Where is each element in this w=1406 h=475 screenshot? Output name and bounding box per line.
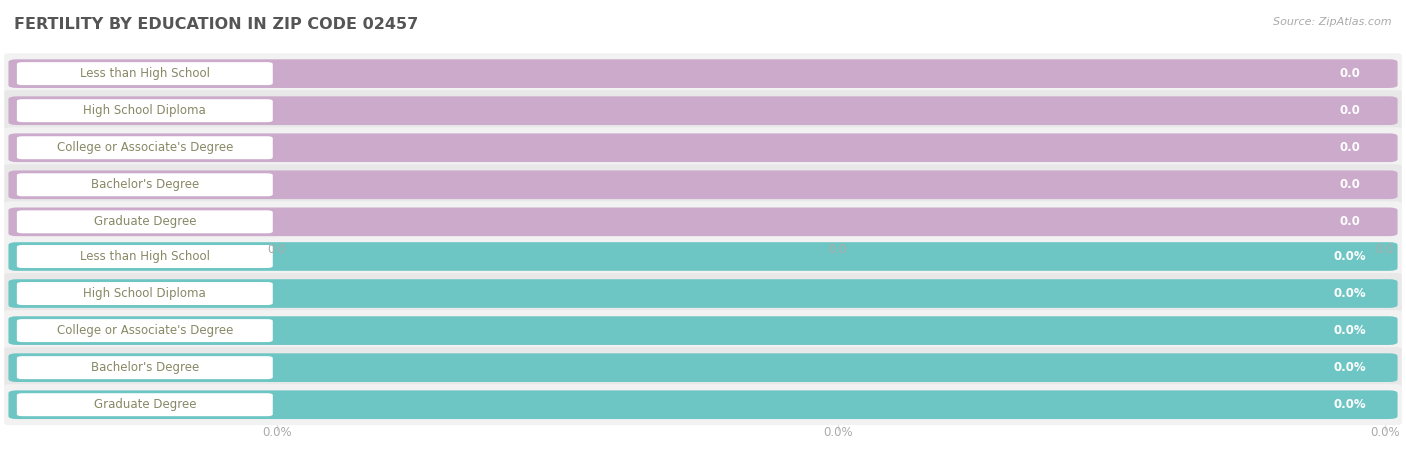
Text: High School Diploma: High School Diploma <box>83 287 207 300</box>
FancyBboxPatch shape <box>4 273 1402 314</box>
FancyBboxPatch shape <box>8 353 1398 382</box>
FancyBboxPatch shape <box>17 356 273 379</box>
Text: FERTILITY BY EDUCATION IN ZIP CODE 02457: FERTILITY BY EDUCATION IN ZIP CODE 02457 <box>14 17 419 32</box>
FancyBboxPatch shape <box>17 136 273 159</box>
FancyBboxPatch shape <box>8 208 1398 236</box>
Text: Graduate Degree: Graduate Degree <box>94 215 195 228</box>
Text: 0.0%: 0.0% <box>1333 250 1367 263</box>
FancyBboxPatch shape <box>1312 100 1388 122</box>
FancyBboxPatch shape <box>4 236 1402 277</box>
FancyBboxPatch shape <box>8 279 1398 308</box>
FancyBboxPatch shape <box>8 316 1398 345</box>
FancyBboxPatch shape <box>1312 63 1388 85</box>
FancyBboxPatch shape <box>4 201 1402 242</box>
FancyBboxPatch shape <box>8 171 1398 199</box>
FancyBboxPatch shape <box>17 210 273 233</box>
Text: 0.0: 0.0 <box>828 243 848 256</box>
Text: 0.0%: 0.0% <box>1333 398 1367 411</box>
Text: 0.0: 0.0 <box>1340 67 1360 80</box>
FancyBboxPatch shape <box>1312 357 1388 379</box>
FancyBboxPatch shape <box>4 164 1402 205</box>
Text: 0.0%: 0.0% <box>1333 287 1367 300</box>
Text: 0.0: 0.0 <box>267 243 287 256</box>
Text: High School Diploma: High School Diploma <box>83 104 207 117</box>
FancyBboxPatch shape <box>8 242 1398 271</box>
Text: Less than High School: Less than High School <box>80 67 209 80</box>
Text: 0.0: 0.0 <box>1340 104 1360 117</box>
FancyBboxPatch shape <box>8 59 1398 88</box>
FancyBboxPatch shape <box>4 384 1402 425</box>
FancyBboxPatch shape <box>4 310 1402 351</box>
FancyBboxPatch shape <box>1312 394 1388 416</box>
FancyBboxPatch shape <box>4 347 1402 388</box>
Text: 0.0%: 0.0% <box>823 426 853 438</box>
FancyBboxPatch shape <box>4 53 1402 94</box>
FancyBboxPatch shape <box>4 90 1402 131</box>
FancyBboxPatch shape <box>1312 320 1388 342</box>
Text: College or Associate's Degree: College or Associate's Degree <box>56 141 233 154</box>
Text: 0.0%: 0.0% <box>1369 426 1400 438</box>
Text: 0.0%: 0.0% <box>1333 324 1367 337</box>
FancyBboxPatch shape <box>4 127 1402 168</box>
FancyBboxPatch shape <box>17 99 273 122</box>
Text: College or Associate's Degree: College or Associate's Degree <box>56 324 233 337</box>
Text: Bachelor's Degree: Bachelor's Degree <box>91 178 198 191</box>
FancyBboxPatch shape <box>17 319 273 342</box>
FancyBboxPatch shape <box>17 62 273 85</box>
FancyBboxPatch shape <box>1312 211 1388 233</box>
FancyBboxPatch shape <box>1312 174 1388 196</box>
FancyBboxPatch shape <box>17 282 273 305</box>
Text: Graduate Degree: Graduate Degree <box>94 398 195 411</box>
FancyBboxPatch shape <box>8 96 1398 125</box>
Text: 0.0: 0.0 <box>1340 141 1360 154</box>
FancyBboxPatch shape <box>17 245 273 268</box>
FancyBboxPatch shape <box>1312 137 1388 159</box>
FancyBboxPatch shape <box>8 390 1398 419</box>
Text: 0.0%: 0.0% <box>262 426 292 438</box>
Text: 0.0: 0.0 <box>1375 243 1395 256</box>
Text: Less than High School: Less than High School <box>80 250 209 263</box>
FancyBboxPatch shape <box>1312 246 1388 267</box>
FancyBboxPatch shape <box>17 393 273 416</box>
Text: 0.0: 0.0 <box>1340 178 1360 191</box>
Text: 0.0%: 0.0% <box>1333 361 1367 374</box>
Text: 0.0: 0.0 <box>1340 215 1360 228</box>
Text: Source: ZipAtlas.com: Source: ZipAtlas.com <box>1274 17 1392 27</box>
FancyBboxPatch shape <box>8 133 1398 162</box>
FancyBboxPatch shape <box>1312 283 1388 304</box>
FancyBboxPatch shape <box>17 173 273 196</box>
Text: Bachelor's Degree: Bachelor's Degree <box>91 361 198 374</box>
